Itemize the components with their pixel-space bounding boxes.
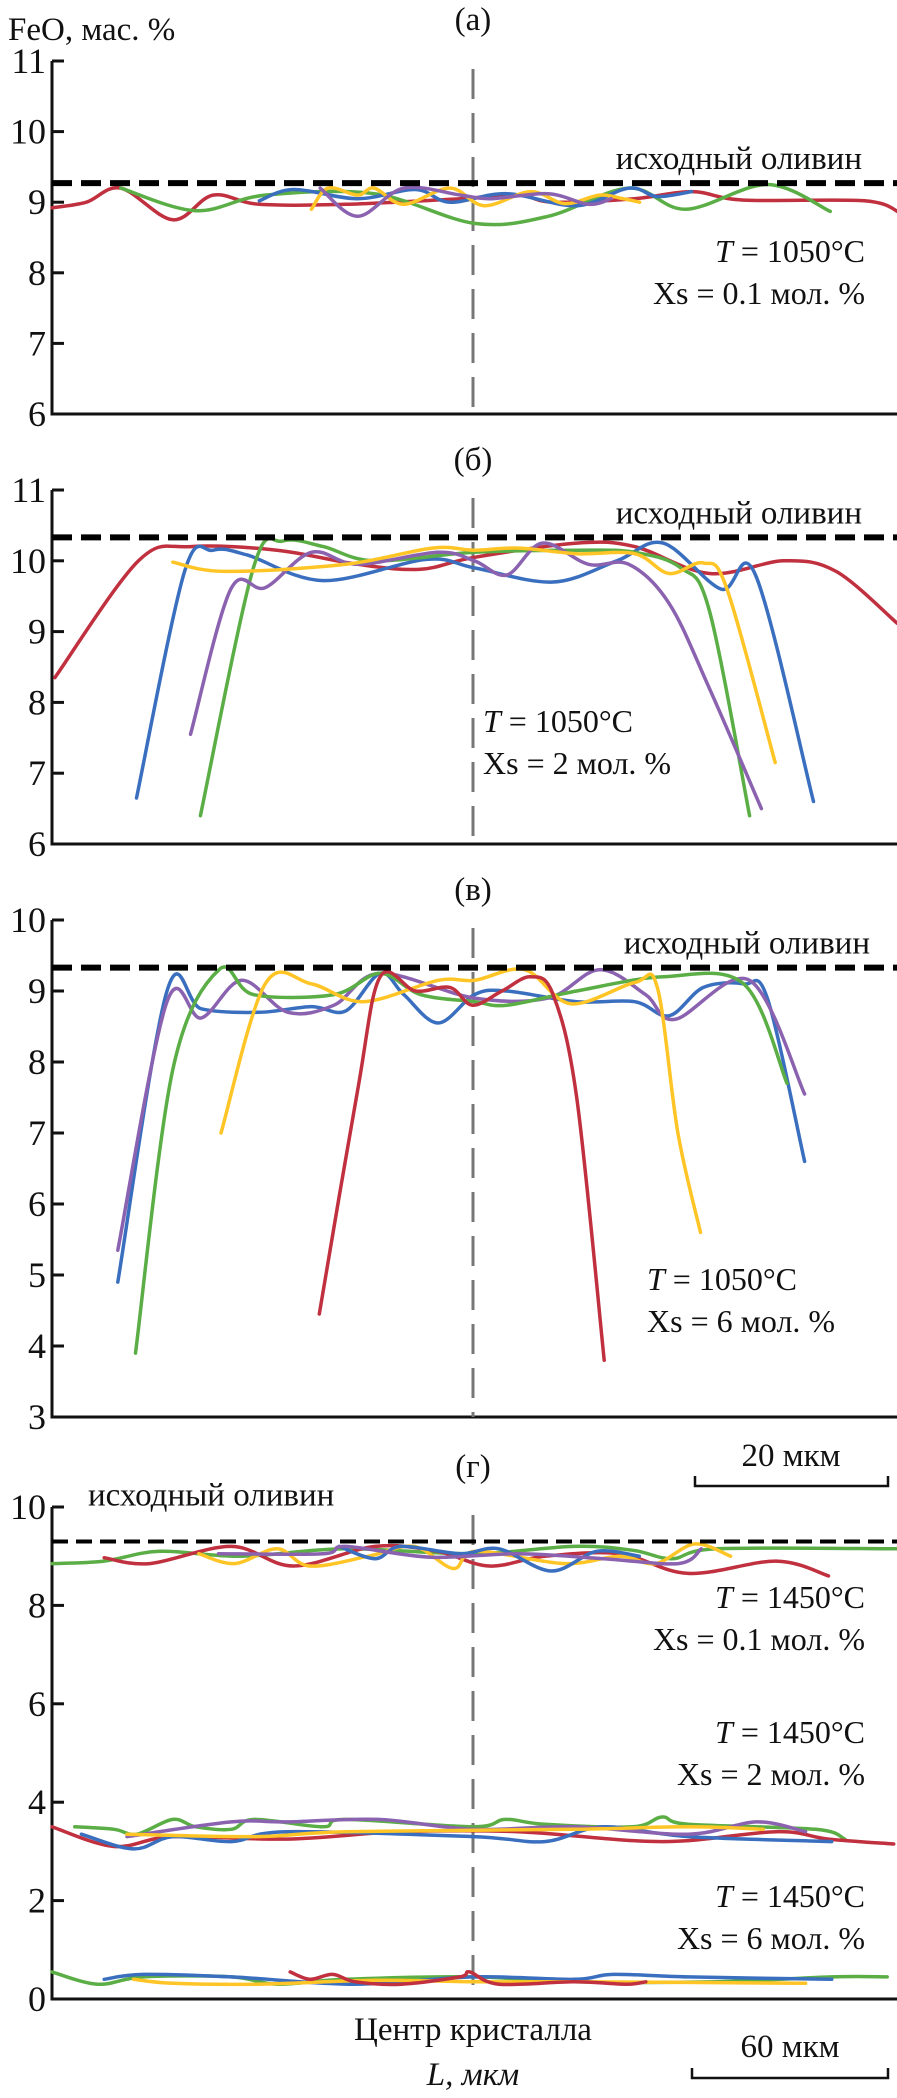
temperature-annotation: T = 1050°C bbox=[715, 233, 865, 269]
y-tick-label: 7 bbox=[28, 323, 46, 363]
panel-label: (а) bbox=[455, 2, 492, 38]
y-tick-label: 9 bbox=[28, 971, 46, 1011]
y-tick-label: 6 bbox=[28, 824, 46, 864]
series-line-purple bbox=[188, 541, 764, 811]
panel-4: (г) 0 2 4 6 8 10 исходный оливин T = 1450°C Xs = … bbox=[10, 1449, 897, 2019]
series-line-purple bbox=[116, 967, 807, 1252]
y-tick-label: 4 bbox=[28, 1326, 46, 1366]
crystal-center-label: Центр кристалла bbox=[354, 2012, 592, 2048]
series-line-green bbox=[119, 182, 832, 227]
temperature-value: = 1450°C bbox=[733, 1714, 865, 1750]
y-tick-label: 8 bbox=[28, 1042, 46, 1082]
panel-3: (в) 3 4 5 6 7 8 9 10 исходный оливин T = 1050°C Xs … bbox=[10, 872, 897, 1437]
temperature-annotation: T = 1050°C bbox=[483, 703, 633, 739]
temperature-value: = 1050°C bbox=[733, 233, 865, 269]
series-line-yellow-2 bbox=[125, 1825, 765, 1839]
series-line-blue bbox=[134, 540, 816, 804]
y-tick-label: 3 bbox=[28, 1397, 46, 1437]
temperature-value: = 1050°C bbox=[501, 703, 633, 739]
temperature-value: = 1450°C bbox=[733, 1579, 865, 1615]
xs-annotation: Xs = 0.1 мол. % bbox=[653, 1621, 865, 1657]
reference-label: исходный оливин bbox=[616, 495, 862, 531]
scale-bar-60um-label: 60 мкм bbox=[740, 2029, 839, 2065]
scale-bar-20um-label: 20 мкм bbox=[741, 1438, 840, 1474]
y-tick-label: 4 bbox=[28, 1782, 46, 1822]
y-tick-label: 10 bbox=[10, 541, 46, 581]
scale-bar-20um: 20 мкм bbox=[693, 1438, 890, 1488]
temperature-symbol: T bbox=[647, 1261, 667, 1297]
scale-bar-60um-line bbox=[690, 2068, 890, 2080]
y-tick-label: 6 bbox=[28, 1684, 46, 1724]
scale-bar-20um-line bbox=[693, 1476, 890, 1488]
series-line-red bbox=[50, 185, 897, 222]
panel-label: (в) bbox=[454, 872, 492, 908]
series-line-blue bbox=[116, 971, 807, 1284]
y-tick-label: 8 bbox=[28, 1585, 46, 1625]
x-axis-label: L, мкм bbox=[426, 2057, 519, 2093]
y-tick-label: 8 bbox=[28, 682, 46, 722]
series-line-green bbox=[198, 536, 752, 818]
scale-bar-60um: 60 мкм bbox=[690, 2029, 890, 2080]
xs-annotation: Xs = 6 мол. % bbox=[647, 1303, 835, 1339]
temperature-annotation: T = 1050°C bbox=[647, 1261, 797, 1297]
reference-label: исходный оливин bbox=[88, 1477, 334, 1513]
xs-annotation: Xs = 6 мол. % bbox=[677, 1920, 865, 1956]
xs-annotation: Xs = 2 мол. % bbox=[483, 745, 671, 781]
temperature-symbol: T bbox=[715, 1878, 735, 1914]
panel-label: (б) bbox=[454, 442, 493, 478]
y-tick-label: 11 bbox=[11, 41, 46, 81]
y-tick-label: 7 bbox=[28, 753, 46, 793]
panel-1: (а) 6 7 8 9 10 11 исходный оливин T = 1050°C Xs =… bbox=[10, 2, 897, 434]
y-tick-label: 10 bbox=[10, 112, 46, 152]
series-line-red-6 bbox=[288, 1969, 648, 1987]
y-tick-label: 5 bbox=[28, 1255, 46, 1295]
y-tick-label: 10 bbox=[10, 900, 46, 940]
panel-2: (б) 6 7 8 9 10 11 исходный оливин T = 1050°C Xs =… bbox=[10, 442, 897, 864]
series-line-green-6 bbox=[50, 1970, 889, 1986]
y-tick-label: 10 bbox=[10, 1487, 46, 1527]
temperature-value: = 1450°C bbox=[733, 1878, 865, 1914]
series-line-yellow-6 bbox=[131, 1977, 808, 1987]
temperature-annotation: T = 1450°C bbox=[715, 1878, 865, 1914]
y-tick-label: 8 bbox=[28, 253, 46, 293]
temperature-symbol: T bbox=[483, 703, 503, 739]
xs-annotation: Xs = 2 мол. % bbox=[677, 1756, 865, 1792]
series-line-yellow bbox=[219, 967, 703, 1235]
series-line-purple-0.1 bbox=[216, 1544, 703, 1566]
y-tick-label: 9 bbox=[28, 612, 46, 652]
temperature-symbol: T bbox=[715, 233, 735, 269]
temperature-annotation: T = 1450°C bbox=[715, 1714, 865, 1750]
y-tick-label: 2 bbox=[28, 1881, 46, 1921]
temperature-symbol: T bbox=[715, 1714, 735, 1750]
temperature-symbol: T bbox=[715, 1579, 735, 1615]
xs-annotation: Xs = 0.1 мол. % bbox=[653, 275, 865, 311]
y-tick-label: 7 bbox=[28, 1113, 46, 1153]
y-axis-label: FeO, мас. % bbox=[8, 12, 175, 48]
reference-label: исходный оливин bbox=[616, 141, 862, 177]
y-tick-label: 0 bbox=[28, 1979, 46, 2019]
series-line-yellow bbox=[171, 545, 777, 765]
series-line-purple bbox=[318, 185, 613, 219]
temperature-value: = 1050°C bbox=[665, 1261, 797, 1297]
y-tick-label: 6 bbox=[28, 1184, 46, 1224]
reference-label: исходный оливин bbox=[624, 926, 870, 962]
series-line-red bbox=[317, 970, 606, 1362]
temperature-annotation: T = 1450°C bbox=[715, 1579, 865, 1615]
y-tick-label: 9 bbox=[28, 182, 46, 222]
series-line-blue-6 bbox=[102, 1972, 834, 1986]
y-tick-label: 11 bbox=[11, 470, 46, 510]
series-line-blue-0.1 bbox=[337, 1544, 642, 1573]
panel-label: (г) bbox=[455, 1449, 491, 1485]
y-tick-label: 6 bbox=[28, 394, 46, 434]
